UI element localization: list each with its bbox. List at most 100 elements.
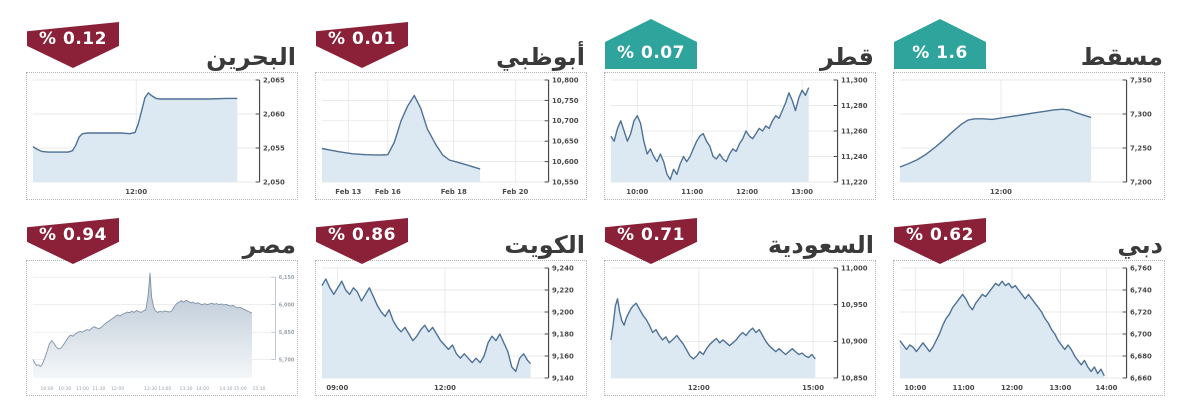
svg-text:12:00: 12:00 <box>111 386 124 392</box>
change-value: % 0.01 <box>328 29 396 49</box>
change-value: % 0.94 <box>39 225 107 245</box>
panel-header: % 0.71 السعودية <box>604 214 876 264</box>
price-chart: 6,760 6,740 6,720 6,700 6,680 6,660 10:00 11:00… <box>899 264 1152 392</box>
svg-text:13:00: 13:00 <box>791 188 813 196</box>
change-value: % 0.07 <box>617 43 685 63</box>
svg-text:10:00: 10:00 <box>904 384 926 392</box>
svg-text:12:00: 12:00 <box>736 188 758 196</box>
markets-row-top: % 0.12 البحرين 2,065 2,060 2,055 2,050 12:00… <box>0 0 1200 200</box>
svg-text:12:00: 12:00 <box>1001 384 1023 392</box>
market-title: الكويت <box>504 231 585 259</box>
change-badge: % 1.6 <box>894 19 986 69</box>
price-chart: 2,065 2,060 2,055 2,050 12:00 <box>32 76 285 196</box>
markets-row-bottom: % 0.94 مصر 6,150 6,000 5,850 5,700 10:00 10:3… <box>0 214 1200 396</box>
svg-text:14:30: 14:30 <box>220 386 233 392</box>
svg-text:6,720: 6,720 <box>1130 308 1152 316</box>
price-chart: 9,240 9,220 9,200 9,180 9,160 9,140 09:00 12:00 <box>321 264 574 392</box>
svg-text:7,300: 7,300 <box>1130 110 1152 118</box>
market-panel-bahrain: % 0.12 البحرين 2,065 2,060 2,055 2,050 12:00 <box>26 18 298 200</box>
svg-text:9,220: 9,220 <box>552 286 574 294</box>
svg-text:11,220: 11,220 <box>841 178 868 186</box>
svg-text:09:00: 09:00 <box>326 384 348 392</box>
change-value: % 0.71 <box>617 225 685 245</box>
svg-text:7,250: 7,250 <box>1130 144 1152 152</box>
svg-text:11:30: 11:30 <box>92 386 105 392</box>
change-value: % 0.62 <box>906 225 974 245</box>
svg-text:7,350: 7,350 <box>1130 76 1152 84</box>
svg-text:10:00: 10:00 <box>41 386 54 392</box>
market-panel-muscat: % 1.6 مسقط 7,350 7,300 7,250 7,200 12:00 <box>893 18 1165 200</box>
svg-text:10:00: 10:00 <box>626 188 648 196</box>
chart-box: 6,150 6,000 5,850 5,700 10:00 10:30 11:00 11:30… <box>26 260 298 396</box>
price-chart: 6,150 6,000 5,850 5,700 10:00 10:30 11:00 11:30… <box>32 272 295 392</box>
svg-text:9,140: 9,140 <box>552 374 574 382</box>
market-title: مسقط <box>1080 43 1163 71</box>
change-badge: % 0.07 <box>605 19 697 69</box>
price-chart: 11,300 11,280 11,260 11,240 11,220 10:00 11:00… <box>610 76 868 196</box>
svg-text:5,700: 5,700 <box>279 357 295 363</box>
svg-text:11,240: 11,240 <box>841 153 868 161</box>
change-badge: % 0.86 <box>316 218 408 264</box>
svg-text:6,680: 6,680 <box>1130 352 1152 360</box>
market-panel-dubai: % 0.62 دبي 6,760 6,740 6,720 6,700 6,680 6,66… <box>893 214 1165 396</box>
panel-header: % 0.01 أبوظبي <box>315 18 587 72</box>
change-badge: % 0.62 <box>894 218 986 264</box>
price-chart: 11,000 10,950 10,900 10,850 12:00 15:00 <box>610 264 868 392</box>
panel-header: % 0.12 البحرين <box>26 18 298 72</box>
panel-header: % 0.94 مصر <box>26 214 298 264</box>
chart-box: 2,065 2,060 2,055 2,050 12:00 <box>26 72 298 200</box>
chart-box: 7,350 7,300 7,250 7,200 12:00 <box>893 72 1165 200</box>
svg-text:10,750: 10,750 <box>552 97 579 105</box>
market-panel-egypt: % 0.94 مصر 6,150 6,000 5,850 5,700 10:00 10:3… <box>26 214 298 396</box>
price-chart: 7,350 7,300 7,250 7,200 12:00 <box>899 76 1152 196</box>
svg-text:Feb 13: Feb 13 <box>335 188 361 196</box>
svg-text:12:00: 12:00 <box>990 188 1012 196</box>
svg-text:11:00: 11:00 <box>953 384 975 392</box>
svg-text:11,000: 11,000 <box>841 264 868 272</box>
svg-text:12:00: 12:00 <box>434 384 456 392</box>
svg-text:6,000: 6,000 <box>279 302 295 308</box>
svg-text:11:00: 11:00 <box>681 188 703 196</box>
panel-header: % 1.6 مسقط <box>893 18 1165 72</box>
svg-text:13:00: 13:00 <box>158 386 171 392</box>
svg-text:2,060: 2,060 <box>263 110 285 118</box>
svg-text:15:00: 15:00 <box>234 386 247 392</box>
chart-box: 6,760 6,740 6,720 6,700 6,680 6,660 10:00 11:00… <box>893 260 1165 396</box>
svg-text:6,150: 6,150 <box>279 275 295 281</box>
svg-text:6,660: 6,660 <box>1130 374 1152 382</box>
panel-header: % 0.62 دبي <box>893 214 1165 264</box>
chart-box: 9,240 9,220 9,200 9,180 9,160 9,140 09:00 12:00 <box>315 260 587 396</box>
svg-text:14:00: 14:00 <box>196 386 209 392</box>
svg-text:9,180: 9,180 <box>552 330 574 338</box>
chart-box: 11,000 10,950 10,900 10,850 12:00 15:00 <box>604 260 876 396</box>
change-value: % 0.12 <box>39 29 107 49</box>
svg-text:10:30: 10:30 <box>58 386 71 392</box>
panel-header: % 0.86 الكويت <box>315 214 587 264</box>
market-title: البحرين <box>206 43 296 71</box>
market-title: قطر <box>819 43 874 71</box>
svg-text:2,065: 2,065 <box>263 76 285 84</box>
svg-text:Feb 20: Feb 20 <box>502 188 528 196</box>
svg-text:9,160: 9,160 <box>552 352 574 360</box>
svg-text:2,050: 2,050 <box>263 178 285 186</box>
svg-text:12:00: 12:00 <box>688 384 710 392</box>
svg-text:2,055: 2,055 <box>263 144 285 152</box>
market-title: مصر <box>242 231 296 259</box>
svg-text:Feb 16: Feb 16 <box>375 188 401 196</box>
change-value: % 0.86 <box>328 225 396 245</box>
svg-text:7,200: 7,200 <box>1130 178 1152 186</box>
market-title: دبي <box>1117 231 1163 259</box>
svg-text:11:00: 11:00 <box>76 386 89 392</box>
market-title: السعودية <box>767 231 874 259</box>
svg-text:11,280: 11,280 <box>841 102 868 110</box>
svg-text:14:00: 14:00 <box>1096 384 1118 392</box>
svg-text:10,900: 10,900 <box>841 338 868 346</box>
svg-text:10,950: 10,950 <box>841 301 868 309</box>
svg-text:15:30: 15:30 <box>252 386 265 392</box>
svg-text:9,200: 9,200 <box>552 308 574 316</box>
change-badge: % 0.71 <box>605 218 697 264</box>
svg-text:10,550: 10,550 <box>552 178 579 186</box>
svg-text:6,740: 6,740 <box>1130 286 1152 294</box>
market-panel-qatar: % 0.07 قطر 11,300 11,280 11,260 11,240 11,22… <box>604 18 876 200</box>
